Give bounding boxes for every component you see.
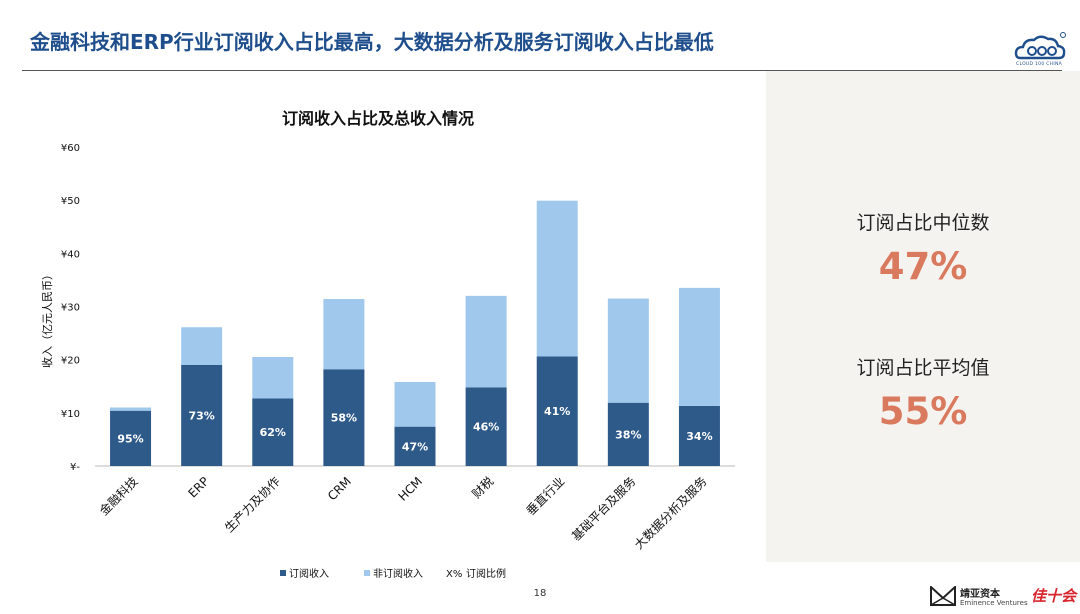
y-tick-label: ¥50	[61, 196, 80, 207]
y-tick-label: ¥60	[61, 143, 80, 154]
median-label: 订阅占比中位数	[856, 212, 990, 234]
x-tick-label: 垂直行业	[523, 474, 567, 518]
x-tick-label: 生产力及协作	[221, 474, 283, 536]
bar-subscription	[607, 402, 649, 466]
eminence-ventures-logo-icon	[930, 586, 956, 606]
bar-subscription	[181, 364, 223, 466]
bar-subscription	[394, 426, 436, 466]
x-tick-label: 大数据分析及服务	[631, 474, 709, 552]
y-axis-label: 收入（亿元人民币）	[40, 269, 54, 368]
mean-value: 55%	[878, 390, 968, 433]
x-tick-label: CRM	[325, 474, 354, 503]
brand-name-cn: 靖亚资本	[960, 589, 1000, 600]
x-tick-label: ERP	[186, 474, 212, 500]
bar-non-subscription	[678, 287, 720, 406]
footer-brand: 靖亚资本 Eminence Ventures 佳十会	[930, 583, 1076, 611]
bar-non-subscription	[394, 381, 436, 427]
summary-panel: 订阅占比中位数 47% 订阅占比平均值 55%	[766, 71, 1080, 562]
y-tick-label: ¥20	[61, 356, 80, 367]
partner-logo: 佳十会	[1031, 587, 1077, 605]
ratio-label: 73%	[188, 409, 214, 422]
x-tick-label: HCM	[396, 474, 426, 504]
ratio-label: 41%	[544, 405, 570, 418]
bar-non-subscription	[465, 295, 507, 388]
mean-label: 订阅占比平均值	[856, 357, 990, 379]
legend-swatch	[280, 570, 286, 576]
ratio-label: 46%	[473, 421, 499, 434]
legend-ratio-marker: X%	[446, 569, 462, 580]
y-tick-label: ¥30	[61, 303, 80, 314]
page-title: 金融科技和ERP行业订阅收入占比最高，大数据分析及服务订阅收入占比最低	[30, 30, 714, 54]
ratio-label: 62%	[260, 426, 286, 439]
median-value: 47%	[878, 245, 968, 288]
bar-non-subscription	[110, 407, 152, 411]
stacked-bar-chart: 订阅收入占比及总收入情况 收入（亿元人民币） ¥- ¥10 ¥20 ¥30 ¥40 ¥50…	[40, 109, 735, 580]
ratio-label: 47%	[402, 440, 428, 453]
legend-ratio-label: 订阅比例	[466, 567, 506, 580]
bar-non-subscription	[181, 327, 223, 365]
bar-subscription	[110, 410, 152, 466]
bar-non-subscription	[252, 357, 294, 399]
brand-name-en: Eminence Ventures	[960, 599, 1028, 607]
page-number: 18	[533, 588, 547, 599]
x-tick-label: 金融科技	[96, 474, 141, 519]
cloud-100-logo-icon	[1014, 32, 1066, 60]
y-tick-label: ¥-	[70, 462, 80, 473]
x-tick-label: 财税	[469, 474, 496, 501]
ratio-label: 34%	[686, 430, 712, 443]
bar-subscription	[678, 405, 720, 466]
ratio-label: 95%	[117, 432, 143, 445]
bar-subscription	[536, 356, 578, 466]
legend-label: 非订阅收入	[373, 567, 423, 580]
ratio-label: 38%	[615, 428, 641, 441]
y-tick-label: ¥10	[61, 409, 80, 420]
x-tick-label: 基础平台及服务	[568, 474, 638, 544]
bar-subscription	[323, 369, 365, 466]
bar-subscription	[465, 387, 507, 466]
header-divider	[22, 70, 1062, 71]
bar-non-subscription	[323, 299, 365, 370]
legend-swatch	[364, 570, 370, 576]
bar-non-subscription	[607, 298, 649, 403]
y-tick-label: ¥40	[61, 249, 80, 260]
chart-title: 订阅收入占比及总收入情况	[282, 109, 474, 128]
legend-label: 订阅收入	[289, 567, 329, 580]
bar-subscription	[252, 398, 294, 466]
logo-caption: CLOUD 100 CHINA	[1016, 62, 1063, 67]
bar-non-subscription	[536, 200, 578, 357]
ratio-label: 58%	[331, 412, 357, 425]
